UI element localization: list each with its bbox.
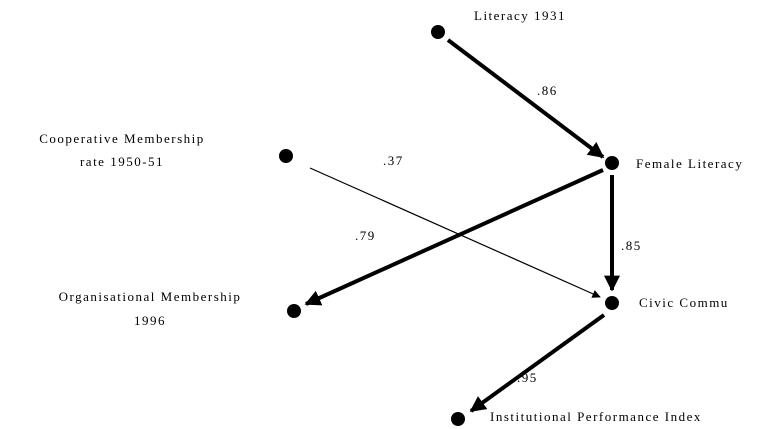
node-label: Organisational Membership (59, 289, 242, 304)
node-dot (605, 156, 619, 170)
edge (304, 168, 604, 306)
node-label: Female Literacy (636, 156, 743, 171)
coefficient: .95 (517, 370, 538, 385)
node-label: 1996 (134, 313, 166, 328)
node-label: Cooperative Membership (39, 131, 205, 146)
node-dot (431, 25, 445, 39)
node-label: Civic Commu (639, 295, 729, 310)
node-label: Institutional Performance Index (490, 409, 702, 424)
coefficient: .37 (383, 153, 404, 168)
coefficient: .79 (355, 228, 376, 243)
node-dot (605, 296, 619, 310)
coefficient: .85 (621, 238, 642, 253)
edge (446, 38, 605, 159)
edge (309, 167, 601, 298)
node-dot (287, 304, 301, 318)
edge (469, 313, 606, 413)
node-dot (451, 412, 465, 426)
node-label: Literacy 1931 (474, 8, 566, 23)
node-dot (279, 149, 293, 163)
coefficient: .86 (537, 83, 558, 98)
node-label: rate 1950-51 (80, 154, 164, 169)
